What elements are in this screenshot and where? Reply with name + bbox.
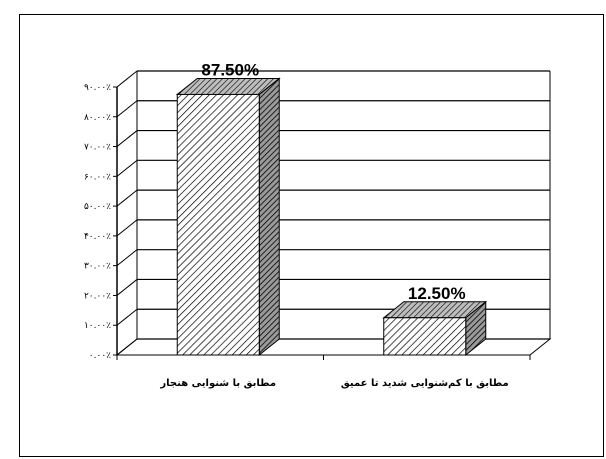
bar-1 [175, 77, 281, 357]
gridline-depth [116, 249, 138, 267]
gridline-depth [116, 219, 138, 237]
bar-front [383, 317, 467, 356]
y-tick-label: ۳۰.۰۰٪ [84, 262, 111, 272]
bar-2 [382, 300, 488, 357]
y-tick-label: ۷۰.۰۰٪ [84, 143, 111, 153]
gridline-depth [116, 100, 138, 118]
chart-frame: ۰.۰۰٪ ۱۰.۰۰٪ ۲۰.۰۰٪ ۳۰.۰۰٪ ۴۰.۰۰٪ ۵۰.۰۰٪ ۶۰.۰۰… [19, 14, 604, 457]
category-label: مطابق با شنوایی هنجار [159, 378, 276, 389]
labels: ۰.۰۰٪ ۱۰.۰۰٪ ۲۰.۰۰٪ ۳۰.۰۰٪ ۴۰.۰۰٪ ۵۰.۰۰٪ ۶۰.۰۰… [84, 60, 509, 389]
y-tick-label: ۲۰.۰۰٪ [84, 291, 111, 301]
data-label: 12.50% [408, 284, 466, 303]
data-label: 87.50% [201, 60, 259, 79]
y-tick-label: ۹۰.۰۰٪ [84, 83, 111, 93]
y-tick-label: ۵۰.۰۰٪ [84, 202, 111, 212]
gridline-depth [116, 70, 138, 88]
gridline-depth [116, 279, 138, 296]
gridline-depth [116, 159, 138, 177]
y-tick-label: ۶۰.۰۰٪ [84, 172, 111, 182]
bar-side [258, 77, 280, 357]
bars [175, 77, 488, 357]
bar-front [176, 93, 260, 356]
y-tick-label: ۱۰.۰۰٪ [84, 321, 111, 331]
y-tick-label: ۰.۰۰٪ [89, 351, 111, 361]
y-tick-label: ۸۰.۰۰٪ [84, 113, 111, 123]
bar-chart: ۰.۰۰٪ ۱۰.۰۰٪ ۲۰.۰۰٪ ۳۰.۰۰٪ ۴۰.۰۰٪ ۵۰.۰۰٪ ۶۰.۰۰… [84, 60, 552, 389]
gridline-depth [116, 130, 138, 147]
gridline-depth [116, 308, 138, 326]
category-label: مطابق با کم‌شنوایی شدید تا عمیق [341, 378, 509, 389]
y-tick-label: ۴۰.۰۰٪ [84, 232, 111, 242]
gridline-depth [116, 189, 138, 207]
